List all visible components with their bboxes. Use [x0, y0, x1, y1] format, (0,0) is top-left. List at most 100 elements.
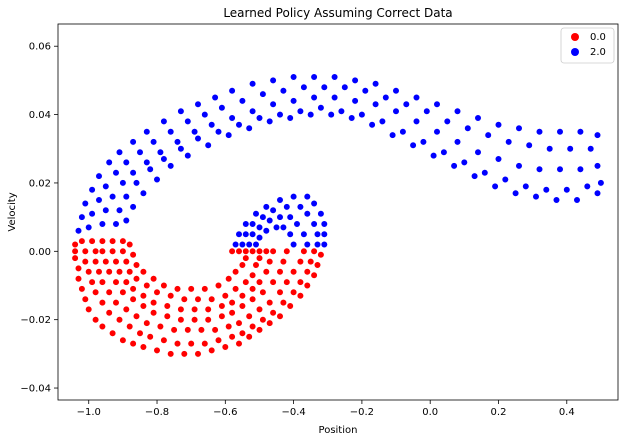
data-point-series-0	[108, 329, 117, 337]
data-point-series-0	[126, 322, 134, 331]
data-point-series-0	[235, 247, 243, 255]
data-point-series-1	[249, 107, 257, 115]
data-point-series-1	[573, 196, 581, 204]
data-point-series-1	[331, 93, 339, 102]
data-point-series-0	[218, 302, 226, 310]
x-tick-label: −0.6	[213, 407, 237, 418]
data-point-series-1	[177, 145, 185, 153]
data-point-series-1	[245, 124, 253, 132]
data-point-series-0	[132, 261, 141, 269]
data-point-series-1	[115, 148, 124, 156]
data-point-series-1	[310, 199, 318, 208]
data-point-series-1	[108, 193, 117, 201]
data-point-series-0	[255, 305, 264, 314]
data-point-series-0	[252, 261, 260, 269]
data-point-series-0	[238, 292, 246, 300]
data-point-series-0	[279, 299, 288, 307]
data-point-series-1	[238, 240, 246, 249]
data-point-series-1	[266, 117, 274, 125]
data-point-series-1	[392, 87, 400, 95]
data-point-series-0	[228, 333, 236, 341]
data-point-series-1	[150, 138, 158, 146]
data-point-series-1	[255, 114, 264, 122]
legend: 0.0 2.0	[560, 27, 615, 64]
data-point-series-1	[143, 128, 151, 136]
data-point-series-1	[474, 114, 482, 122]
data-point-series-1	[399, 128, 407, 136]
data-point-series-1	[184, 152, 192, 160]
data-point-series-0	[255, 326, 264, 334]
data-point-series-0	[81, 247, 89, 255]
data-point-series-0	[126, 268, 134, 276]
data-point-series-1	[232, 240, 240, 249]
data-point-series-0	[85, 305, 93, 314]
data-point-series-0	[313, 261, 322, 269]
data-point-series-1	[235, 230, 243, 238]
data-point-series-1	[450, 162, 458, 170]
data-point-series-0	[279, 258, 288, 266]
data-point-series-0	[173, 285, 182, 293]
data-point-series-1	[119, 179, 127, 187]
data-point-series-0	[98, 237, 106, 245]
data-point-series-0	[204, 305, 212, 314]
data-point-series-0	[225, 275, 233, 283]
data-point-series-0	[71, 240, 79, 249]
data-point-series-1	[269, 100, 277, 108]
data-point-series-1	[587, 145, 595, 153]
data-point-series-0	[143, 319, 151, 327]
data-point-series-0	[266, 299, 274, 307]
data-point-series-0	[112, 278, 120, 286]
data-point-series-0	[108, 237, 117, 245]
data-point-series-1	[218, 104, 226, 112]
data-point-series-1	[501, 175, 509, 184]
data-point-series-1	[105, 158, 113, 166]
data-point-series-1	[160, 117, 168, 125]
data-point-series-1	[303, 210, 311, 218]
data-point-series-0	[255, 247, 264, 255]
data-point-series-0	[91, 288, 100, 296]
data-point-series-1	[269, 76, 277, 84]
data-point-series-1	[453, 107, 462, 115]
data-point-series-1	[542, 186, 550, 194]
data-point-series-1	[412, 93, 421, 102]
data-point-series-1	[331, 73, 339, 81]
legend-marker-series-1	[571, 48, 579, 56]
data-point-series-1	[303, 193, 311, 201]
data-point-series-1	[286, 213, 294, 221]
data-point-series-1	[337, 107, 346, 115]
data-point-series-1	[433, 128, 441, 136]
data-point-series-1	[576, 128, 585, 136]
data-point-series-0	[98, 322, 106, 331]
data-point-series-0	[81, 295, 89, 303]
data-point-series-1	[156, 148, 164, 156]
data-point-series-0	[85, 268, 93, 276]
data-point-series-1	[392, 107, 400, 115]
data-point-series-0	[201, 340, 209, 348]
data-point-series-0	[235, 319, 243, 327]
data-point-series-1	[276, 213, 284, 221]
data-point-series-1	[153, 175, 161, 184]
data-point-series-1	[283, 203, 291, 211]
data-point-series-1	[556, 165, 564, 173]
data-point-series-0	[235, 340, 243, 348]
data-point-series-0	[310, 247, 318, 255]
data-point-series-0	[112, 258, 120, 266]
data-point-series-0	[95, 268, 103, 276]
x-axis-label: Position	[319, 425, 358, 436]
data-point-series-1	[320, 230, 328, 238]
data-point-series-1	[262, 227, 270, 235]
data-point-series-1	[228, 114, 236, 122]
data-point-series-0	[88, 278, 96, 286]
data-point-series-0	[150, 275, 158, 283]
data-point-series-0	[108, 247, 117, 255]
data-point-series-0	[160, 336, 168, 344]
data-point-series-0	[191, 305, 199, 314]
data-point-series-1	[112, 220, 120, 228]
data-point-series-0	[119, 336, 127, 344]
data-point-series-0	[303, 281, 311, 290]
data-point-series-0	[150, 299, 158, 307]
data-point-series-1	[313, 240, 322, 249]
data-point-series-0	[139, 292, 147, 300]
data-point-series-0	[249, 322, 257, 331]
x-axis: −1.0 −0.8 −0.6 −0.4 −0.2 0.0 0.2 0.4	[77, 400, 575, 418]
